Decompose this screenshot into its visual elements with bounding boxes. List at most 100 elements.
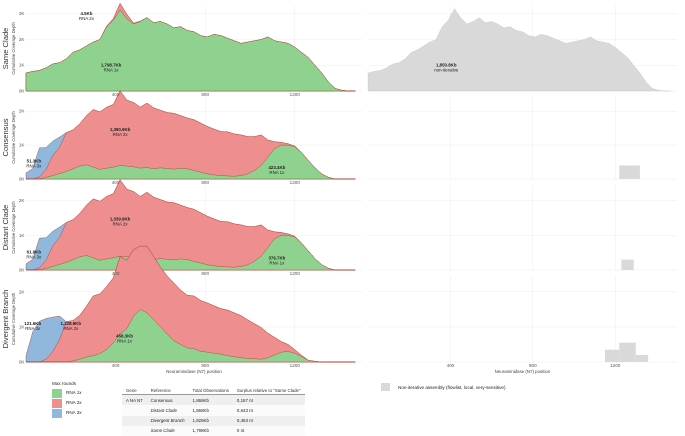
x-tick-label: 400	[112, 363, 120, 368]
gene-cell	[122, 415, 147, 426]
x-tick-label: 800	[201, 180, 209, 185]
x-tick-label: 800	[529, 363, 537, 368]
panel-label: Consensus	[1, 118, 10, 156]
non-iterative-annotation: non-iterative	[434, 68, 459, 73]
total-cell: 1,868Kb	[188, 405, 233, 416]
panel-label: Same Clade	[1, 28, 10, 70]
area-annotation: 458.3Kb	[116, 333, 133, 338]
table-row: A NA N7 Consensus 1,866Kb 0,167 nt	[122, 394, 305, 406]
y-tick-label: 3K	[19, 11, 26, 16]
y-axis-label: Cumulative Coverage Depth	[11, 22, 16, 75]
y-tick-label: 2K	[19, 37, 26, 42]
non-iterative-bump	[619, 342, 636, 362]
area-annotation: 1,339.9Kb	[110, 217, 131, 222]
area-annotation: RNA 3x	[25, 326, 41, 331]
non-iterative-area	[367, 8, 671, 92]
y-axis-label: Cumulative Coverage Depth	[11, 292, 16, 345]
area-annotation: 376.7Kb	[268, 256, 285, 261]
area-annotation: RNA 1x	[269, 261, 285, 266]
gene-cell: A NA N7	[122, 394, 147, 406]
y-tick-label: 0K	[19, 177, 26, 182]
panel-same-clade: 0K 1K 2K 3K Same Clade Cumulative Coverage De…	[1, 2, 677, 94]
table-header: Total Observations	[192, 387, 229, 393]
y-tick-label: 2K	[19, 289, 26, 294]
x-tick-label: 400	[447, 363, 455, 368]
legend-label: RNA 2x	[66, 400, 82, 406]
area-annotation: RNA 1x	[269, 170, 285, 175]
reference-cell: Distant Clade	[146, 405, 189, 416]
rna1-area	[25, 9, 356, 92]
legend-item-rna3: RNA 3x	[52, 409, 82, 419]
panel-distant-clade: 0K 1K 2K Distant Clade Cumulative Coverage D…	[1, 179, 677, 273]
y-tick-label: 1K	[19, 324, 26, 329]
x-tick-label: 400	[112, 271, 120, 276]
area-annotation: RNA 3x	[26, 164, 42, 169]
legend-swatch	[381, 383, 390, 391]
area-annotation: 1,228.9Kb	[61, 321, 82, 326]
reference-cell: Consensus	[146, 394, 189, 406]
area-annotation: RNA 2x	[113, 132, 129, 137]
gene-cell	[122, 405, 147, 416]
legend-swatch	[52, 409, 62, 419]
legend-item-rna1: RNA 1x	[52, 389, 82, 399]
area-annotation: RNA 2x	[79, 16, 95, 21]
x-tick-label: 1200	[290, 180, 301, 185]
area-annotation: 51.3Kb	[27, 159, 42, 164]
area-annotation: RNA 3x	[26, 254, 42, 259]
rna1-area	[26, 235, 356, 271]
surplus-cell: 0,643 nt	[232, 405, 305, 416]
legend-title: Max rounds	[52, 381, 77, 386]
non-iterative-bump	[635, 354, 649, 362]
legend-item-rna2: RNA 2x	[52, 399, 82, 409]
non-iterative-annotation: 1,850.8Kb	[436, 63, 457, 68]
panel-divergent-branch: 0K 1K 2K Divergent Branch Cumulative Coverag…	[1, 245, 677, 365]
area-annotation: 4.5Kb	[80, 11, 92, 16]
total-cell: 1,825Kb	[188, 415, 233, 426]
y-tick-label: 0K	[19, 360, 26, 365]
x-tick-label: 400	[112, 180, 120, 185]
plot-background	[368, 185, 677, 270]
rna1-area	[26, 144, 356, 180]
x-tick-label: 1200	[290, 92, 301, 97]
y-tick-label: 2K	[19, 109, 26, 114]
y-tick-label: 2K	[19, 198, 26, 203]
total-cell: 1,866Kb	[188, 394, 233, 406]
non-iterative-bump	[604, 349, 620, 362]
table-row: Divergent Branch 1,825Kb 0,453 nt	[122, 415, 305, 426]
area-annotation: RNA 1x	[104, 68, 120, 73]
x-axis-label: Neuraminidase (N7) position	[495, 369, 551, 374]
surplus-cell: 0,453 nt	[232, 415, 305, 426]
rna2-area	[26, 245, 356, 363]
x-tick-label: 1200	[610, 363, 621, 368]
y-axis-label: Cumulative Coverage Depth	[11, 111, 16, 164]
area-annotation: 61.9Kb	[27, 249, 42, 254]
y-axis-label: Cumulative Coverage Depth	[11, 201, 16, 254]
table-row: Distant Clade 1,868Kb 0,643 nt	[122, 405, 305, 416]
reference-cell: Divergent Branch	[146, 415, 189, 426]
panel-label: Distant Clade	[1, 205, 10, 251]
observations-table: Gene Reference Total Observations Surplu…	[122, 386, 305, 436]
table-header-row: Gene Reference Total Observations Surplu…	[122, 386, 305, 395]
table-header: Reference	[150, 387, 171, 393]
x-tick-label: 800	[201, 363, 209, 368]
panel-consensus: 0K 1K 2K Consensus Cumulative Coverage Depth…	[1, 90, 677, 182]
area-annotation: 423.4Kb	[268, 165, 285, 170]
area-annotation: 1,390.9Kb	[110, 127, 131, 132]
non-iterative-bump	[619, 165, 640, 179]
rna1-area	[26, 309, 356, 363]
legend-label: RNA 1x	[66, 390, 82, 396]
area-annotation: 1,798.7Kb	[101, 63, 122, 68]
x-tick-label: 400	[112, 92, 120, 97]
area-annotation: RNA 2x	[113, 222, 129, 227]
y-tick-label: 1K	[19, 233, 26, 238]
panel-label: Divergent Branch	[1, 290, 10, 349]
x-tick-label: 1200	[290, 363, 301, 368]
legend-label: RNA 3x	[66, 410, 82, 416]
y-tick-label: 0K	[19, 268, 26, 273]
non-iterative-legend: Non-iterative assembly (flowlist, local,…	[381, 383, 505, 391]
y-tick-label: 1K	[19, 143, 26, 148]
area-annotation: RNA 2x	[63, 326, 79, 331]
non-iterative-bump	[621, 259, 634, 270]
surplus-cell: 0,167 nt	[232, 394, 305, 406]
